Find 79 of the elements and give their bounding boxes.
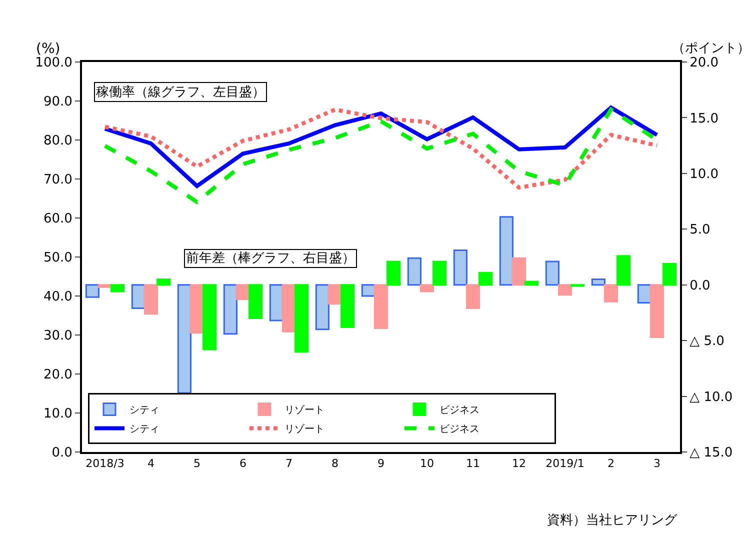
- bar: [558, 284, 572, 296]
- bar: [223, 284, 238, 335]
- y-tick-label: 10.0: [43, 406, 72, 422]
- y-axis-title: (%): [36, 41, 60, 57]
- y2-tick-label: △ 10.0: [690, 390, 733, 405]
- bar: [591, 278, 606, 286]
- y2-tick-label: △ 5.0: [690, 334, 724, 350]
- bar: [85, 284, 100, 298]
- y-tick-label: 90.0: [43, 94, 72, 110]
- bar: [407, 257, 422, 286]
- bar: [466, 284, 480, 310]
- y2-tick-label: △ 15.0: [690, 446, 733, 461]
- legend-label: シティ: [129, 405, 160, 416]
- bar: [248, 284, 263, 320]
- bar: [156, 278, 171, 286]
- y2-tick-label: 20.0: [690, 56, 719, 71]
- bar: [177, 284, 192, 394]
- y-tick-label: 0.0: [52, 446, 72, 461]
- legend-label: リゾート: [284, 423, 324, 436]
- x-tick-label: 10: [420, 457, 434, 470]
- y2-axis-title: （ポイント）: [672, 41, 750, 56]
- legend-label: ビジネス: [439, 424, 480, 436]
- bar: [361, 284, 376, 297]
- y-tick-label: 30.0: [43, 328, 72, 344]
- bar: [650, 284, 664, 338]
- y-tick-label: 20.0: [43, 368, 72, 383]
- x-tick-label: 2: [608, 457, 614, 470]
- x-tick-label: 9: [378, 457, 384, 470]
- bar: [386, 260, 401, 286]
- bar: [98, 284, 112, 288]
- bar: [432, 260, 447, 286]
- y-tick-label: 40.0: [43, 290, 72, 305]
- bar: [512, 257, 526, 286]
- bar: [202, 284, 217, 350]
- annotation: 稼働率（線グラフ、左目盛）: [96, 84, 265, 100]
- x-tick-label: 8: [332, 457, 338, 470]
- bar: [236, 284, 250, 300]
- bar: [294, 284, 309, 352]
- legend-label: ビジネス: [439, 405, 480, 416]
- bar: [662, 262, 677, 286]
- bar: [315, 284, 330, 330]
- bar: [637, 284, 652, 304]
- y2-tick-label: 5.0: [690, 222, 710, 238]
- bar: [420, 284, 434, 292]
- y-tick-label: 100.0: [35, 56, 72, 71]
- x-tick-label: 3: [654, 457, 660, 470]
- y-tick-label: 70.0: [43, 172, 72, 188]
- text: 資料）当社ヒアリング: [547, 513, 678, 528]
- x-tick-label: 4: [148, 457, 154, 470]
- bar: [453, 250, 468, 286]
- bar: [340, 284, 355, 328]
- x-tick-label: 11: [466, 457, 480, 470]
- bar: [328, 284, 342, 305]
- x-tick-label: 12: [512, 457, 526, 470]
- x-tick-label: 6: [240, 457, 246, 470]
- bar: [604, 284, 618, 302]
- y-tick-label: 60.0: [43, 212, 72, 227]
- bar: [478, 272, 493, 286]
- bar: [269, 284, 284, 322]
- y-tick-label: 80.0: [43, 134, 72, 149]
- bar: [616, 255, 631, 286]
- bar: [131, 284, 146, 310]
- legend-label: シティ: [129, 424, 160, 436]
- y2-tick-label: 10.0: [690, 166, 719, 182]
- bar: [110, 284, 125, 292]
- x-tick-label: 2018/3: [86, 457, 124, 470]
- bar: [144, 284, 158, 315]
- y2-tick-label: 0.0: [690, 278, 710, 294]
- x-tick-label: 7: [286, 457, 292, 470]
- y2-tick-label: 15.0: [690, 111, 719, 126]
- x-tick-label: 5: [194, 457, 200, 470]
- bar: [524, 280, 539, 286]
- y-tick-label: 50.0: [43, 250, 72, 266]
- annotation: 前年差（棒グラフ、右目盛）: [186, 251, 355, 266]
- bar: [374, 284, 388, 330]
- x-tick-label: 2019/1: [546, 457, 584, 470]
- legend-label: リゾート: [284, 404, 324, 416]
- bar: [545, 260, 560, 286]
- bar: [499, 216, 514, 286]
